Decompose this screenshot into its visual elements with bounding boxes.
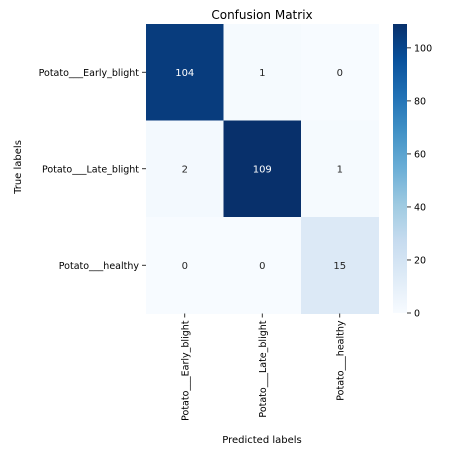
heatmap-cell-labels: 104 1 0 2 109 1 0 0 15 [175, 68, 346, 272]
colorbar-tick-label: 20 [414, 255, 426, 266]
x-tick-label: Potato___Late_blight [258, 320, 269, 417]
cell-value-label: 15 [333, 261, 346, 272]
heatmap-cell [223, 217, 302, 314]
y-axis-ticks: Potato___Early_blight Potato___Late_bligh… [39, 68, 146, 272]
colorbar-ticks: 0 20 40 60 80 100 [407, 43, 432, 320]
heatmap-cell [223, 120, 302, 218]
cell-value-label: 0 [182, 261, 188, 272]
colorbar-tick-label: 0 [414, 309, 420, 320]
colorbar-tick-label: 40 [414, 202, 426, 213]
heatmap-cell [146, 217, 224, 314]
heatmap-cell [301, 217, 379, 314]
cell-value-label: 1 [259, 68, 265, 79]
chart-title: Confusion Matrix [211, 8, 312, 22]
cell-value-label: 0 [337, 68, 343, 79]
x-tick-label: Potato___Early_blight [180, 320, 191, 421]
heatmap-cell [146, 120, 224, 218]
heatmap-cell [301, 24, 379, 121]
colorbar [393, 24, 407, 313]
heatmap-cell [146, 24, 224, 121]
cell-value-label: 1 [337, 164, 343, 175]
y-tick-label: Potato___healthy [59, 261, 140, 272]
y-tick-label: Potato___Late_blight [42, 164, 139, 175]
y-tick-label: Potato___Early_blight [39, 68, 140, 79]
x-tick-label: Potato___healthy [335, 320, 346, 401]
cell-value-label: 0 [259, 261, 265, 272]
heatmap-cell [223, 24, 302, 121]
y-axis-label: True labels [13, 140, 24, 195]
cell-value-label: 109 [253, 164, 272, 175]
colorbar-tick-label: 100 [414, 43, 432, 54]
x-axis-label: Predicted labels [222, 435, 302, 446]
cell-value-label: 2 [182, 164, 188, 175]
colorbar-tick-label: 80 [414, 96, 426, 107]
heatmap-cell [301, 120, 379, 218]
colorbar-tick-label: 60 [414, 149, 426, 160]
cell-value-label: 104 [175, 68, 194, 79]
x-axis-ticks: Potato___Early_blight Potato___Late_bligh… [180, 313, 346, 421]
heatmap-cells [146, 24, 379, 314]
